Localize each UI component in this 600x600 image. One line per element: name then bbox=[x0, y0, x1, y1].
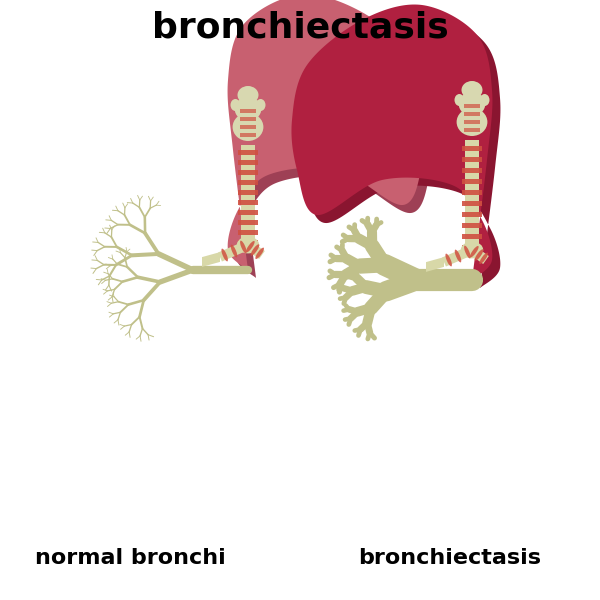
Polygon shape bbox=[238, 240, 258, 245]
Polygon shape bbox=[292, 5, 493, 280]
Polygon shape bbox=[238, 160, 258, 165]
Polygon shape bbox=[426, 257, 444, 272]
Text: bronchiectasis: bronchiectasis bbox=[359, 548, 542, 568]
Ellipse shape bbox=[464, 245, 470, 259]
Ellipse shape bbox=[256, 248, 264, 259]
Polygon shape bbox=[245, 241, 265, 259]
Ellipse shape bbox=[455, 250, 461, 262]
Ellipse shape bbox=[235, 97, 262, 121]
Ellipse shape bbox=[221, 248, 228, 262]
Text: bronchiectasis: bronchiectasis bbox=[152, 10, 448, 44]
Ellipse shape bbox=[237, 236, 259, 253]
Polygon shape bbox=[236, 2, 437, 278]
Ellipse shape bbox=[238, 86, 259, 104]
Ellipse shape bbox=[445, 254, 452, 266]
Polygon shape bbox=[241, 145, 255, 245]
Polygon shape bbox=[238, 150, 258, 155]
Polygon shape bbox=[238, 210, 258, 215]
Ellipse shape bbox=[455, 94, 464, 106]
Ellipse shape bbox=[240, 241, 247, 253]
Text: normal bronchi: normal bronchi bbox=[35, 548, 226, 568]
Ellipse shape bbox=[479, 253, 488, 264]
Polygon shape bbox=[202, 252, 220, 267]
Polygon shape bbox=[462, 190, 482, 195]
Ellipse shape bbox=[461, 242, 483, 259]
Polygon shape bbox=[462, 200, 482, 206]
Ellipse shape bbox=[246, 241, 254, 253]
Ellipse shape bbox=[470, 246, 479, 257]
Polygon shape bbox=[464, 128, 480, 132]
Polygon shape bbox=[238, 200, 258, 205]
Polygon shape bbox=[238, 180, 258, 185]
Polygon shape bbox=[462, 211, 482, 217]
Polygon shape bbox=[464, 112, 480, 116]
Ellipse shape bbox=[461, 81, 482, 99]
Ellipse shape bbox=[230, 99, 240, 111]
Polygon shape bbox=[462, 245, 482, 250]
Ellipse shape bbox=[457, 108, 487, 136]
Polygon shape bbox=[238, 230, 258, 235]
Polygon shape bbox=[240, 117, 256, 121]
Ellipse shape bbox=[256, 99, 265, 111]
Polygon shape bbox=[465, 140, 479, 250]
Polygon shape bbox=[462, 145, 482, 151]
Polygon shape bbox=[464, 120, 480, 124]
Ellipse shape bbox=[251, 244, 259, 256]
Polygon shape bbox=[462, 157, 482, 162]
Ellipse shape bbox=[459, 92, 485, 116]
Polygon shape bbox=[238, 220, 258, 225]
Ellipse shape bbox=[233, 113, 263, 141]
Ellipse shape bbox=[475, 249, 484, 261]
Polygon shape bbox=[240, 133, 256, 137]
Polygon shape bbox=[238, 170, 258, 175]
Ellipse shape bbox=[480, 94, 490, 106]
Polygon shape bbox=[238, 190, 258, 195]
Polygon shape bbox=[464, 104, 480, 108]
Polygon shape bbox=[462, 233, 482, 239]
Polygon shape bbox=[462, 167, 482, 173]
Polygon shape bbox=[462, 179, 482, 184]
Polygon shape bbox=[227, 0, 428, 270]
Ellipse shape bbox=[231, 245, 237, 257]
Polygon shape bbox=[469, 246, 489, 264]
Polygon shape bbox=[240, 125, 256, 129]
Polygon shape bbox=[299, 13, 500, 288]
Polygon shape bbox=[462, 223, 482, 228]
Polygon shape bbox=[442, 245, 474, 266]
Polygon shape bbox=[218, 241, 250, 262]
Polygon shape bbox=[240, 109, 256, 113]
